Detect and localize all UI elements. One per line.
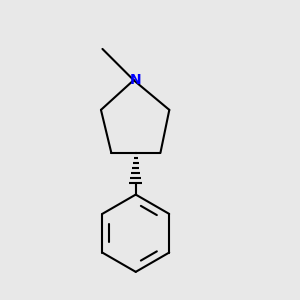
Text: N: N: [130, 73, 142, 87]
